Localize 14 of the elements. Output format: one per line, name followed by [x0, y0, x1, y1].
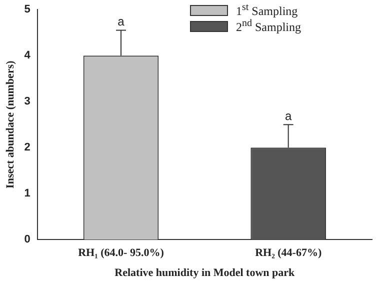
y-tick-label: 1: [24, 188, 30, 200]
y-tick-label: 4: [24, 50, 32, 62]
y-tick-label: 0: [24, 234, 30, 246]
annotation: a: [284, 108, 292, 123]
legend-label: 1$^{st}$ Sampling: [236, 2, 298, 18]
legend-label: 2$^{nd}$ Sampling: [236, 18, 302, 34]
y-tick-label: 5: [24, 4, 30, 16]
annotation: a: [118, 14, 125, 29]
x-tick-label: RH₁ (64.0- 95.0%): [78, 247, 164, 260]
x-tick-label: RH₂ (44-67%): [255, 247, 322, 260]
y-tick-label: 2: [24, 142, 30, 154]
x-axis-title: Relative humidity in Model town park: [114, 267, 296, 280]
y-tick-label: 3: [24, 96, 30, 108]
y-axis-title: Insect abundace (numbers): [4, 60, 16, 188]
